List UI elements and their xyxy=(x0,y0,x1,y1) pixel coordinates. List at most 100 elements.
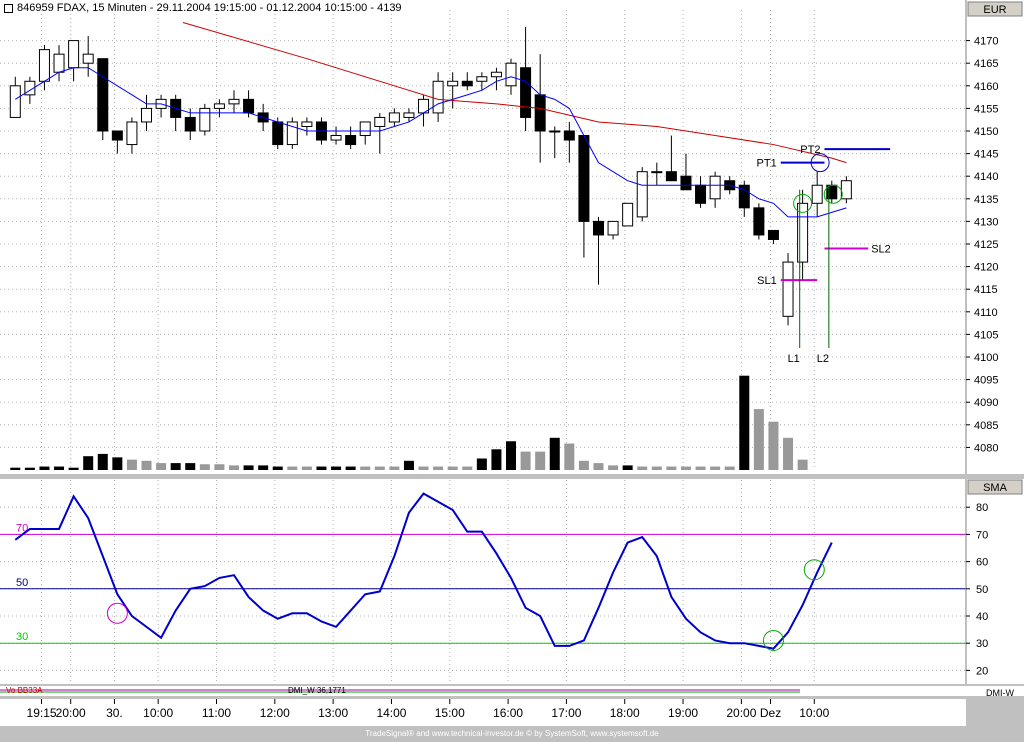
volume-bar xyxy=(564,443,575,470)
candle-down xyxy=(680,175,692,191)
time-tick-label: 10:00 xyxy=(799,706,829,720)
price-axis: EUR 4080 4085 4090 4095 4100 4105 4110 4115 4120… xyxy=(965,0,1024,474)
volume-bar xyxy=(433,466,444,470)
price-tick-label: 4125 xyxy=(974,239,998,251)
price-pane: PT2 PT1 SL1 SL2 L1 L2 xyxy=(0,10,966,470)
candle-down xyxy=(738,184,750,209)
volume-bar xyxy=(418,466,429,470)
candle-down xyxy=(97,58,109,132)
price-tick-label: 4155 xyxy=(974,103,998,115)
sma-long-line xyxy=(182,22,847,164)
indicator-circle-marker xyxy=(106,602,128,624)
header-symbol: 846959 xyxy=(17,2,54,14)
volume-bar xyxy=(258,465,269,470)
volume-bar xyxy=(593,463,604,470)
volume-bar xyxy=(214,464,225,470)
price-tick-label: 4160 xyxy=(974,81,998,93)
entry-label-l1: L1 xyxy=(788,353,800,365)
volume-bar xyxy=(651,466,662,470)
candle-down xyxy=(243,98,255,114)
candle-down xyxy=(695,184,707,204)
candle-up xyxy=(213,103,225,109)
candle-up xyxy=(651,171,663,174)
volume-bar xyxy=(680,466,691,470)
indicator-tick-label: 80 xyxy=(976,502,988,514)
trade-annotations: PT2 PT1 SL1 SL2 L1 L2 xyxy=(757,144,891,365)
level-label-pt1: PT1 xyxy=(757,158,777,170)
time-tick-label: 15:00 xyxy=(435,706,465,720)
volume-bar xyxy=(10,467,21,470)
candle-up xyxy=(549,130,561,133)
indicator-circle-marker xyxy=(762,629,784,651)
volume-bar xyxy=(476,458,487,470)
indicator-circle-marker xyxy=(803,559,825,581)
price-tick-label: 4140 xyxy=(974,171,998,183)
indicator-tick-label: 70 xyxy=(976,529,988,541)
candle-up xyxy=(388,112,400,123)
candle-up xyxy=(330,135,342,141)
price-circle-marker xyxy=(793,193,813,213)
volume-bar xyxy=(228,465,239,470)
price-tick-label: 4100 xyxy=(974,352,998,364)
time-tick-label: 20:00 xyxy=(56,706,86,720)
candle-up xyxy=(622,202,634,227)
volume-bar xyxy=(462,466,473,470)
volume-bar xyxy=(549,437,560,470)
currency-box xyxy=(967,1,1023,17)
volume-bar xyxy=(83,456,94,470)
candle-up xyxy=(636,171,648,218)
candles xyxy=(9,27,852,326)
volume-bar xyxy=(316,466,327,470)
volume-bar xyxy=(54,466,65,470)
pane-divider xyxy=(0,474,1024,479)
indicator-tick-label: 50 xyxy=(976,584,988,596)
volume-bar xyxy=(39,466,50,470)
time-tick-label: 20:00 xyxy=(726,706,756,720)
header-instrument: FDAX xyxy=(56,2,87,14)
candle-up xyxy=(403,112,415,118)
volume-bar xyxy=(185,463,196,470)
chart-header: 846959 FDAX, 15 Minuten - 29.11.2004 19:… xyxy=(4,2,402,14)
volume-bar xyxy=(301,466,312,470)
time-tick-label: 19:00 xyxy=(668,706,698,720)
time-tick-label: 17:00 xyxy=(551,706,581,720)
indicator-line xyxy=(14,492,833,650)
currency-label: EUR xyxy=(983,4,1006,16)
candle-down xyxy=(520,67,532,118)
candle-up xyxy=(490,71,502,78)
price-tick-label: 4130 xyxy=(974,216,998,228)
volume-bars xyxy=(10,375,808,470)
candle-up xyxy=(782,261,794,317)
legend-strip-left: Vo BB33A xyxy=(6,686,43,695)
volume-bar xyxy=(695,466,706,470)
volume-bar xyxy=(156,463,167,470)
indicator-label: SMA xyxy=(983,482,1008,494)
candle-down xyxy=(578,135,590,222)
candle-down xyxy=(345,135,357,146)
price-tick-label: 4105 xyxy=(974,329,998,341)
volume-bar xyxy=(520,451,531,470)
price-tick-label: 4135 xyxy=(974,194,998,206)
candle-up xyxy=(505,62,517,87)
volume-bar xyxy=(608,465,619,470)
time-axis xyxy=(0,699,966,726)
time-tick-label: 30. xyxy=(106,706,123,720)
candle-down xyxy=(753,207,765,236)
price-tick-label: 4095 xyxy=(974,375,998,387)
candle-up xyxy=(301,121,313,127)
window-icon xyxy=(4,3,13,13)
legend-strip-right: DMI-W xyxy=(986,688,1014,698)
candle-down xyxy=(534,94,546,132)
time-tick-label: 11:00 xyxy=(202,706,231,720)
level-label-sl1: SL1 xyxy=(757,275,777,287)
volume-bar xyxy=(360,466,371,470)
level-50-label: 50 xyxy=(16,577,28,589)
indicator-pane-background xyxy=(0,479,966,684)
time-tick-label: 18:00 xyxy=(610,706,640,720)
volume-bar xyxy=(97,453,108,470)
price-ticks: 4080 4085 4090 4095 4100 4105 4110 4115 4120 4125… xyxy=(966,36,998,454)
legend-strip-divider xyxy=(0,684,1024,686)
footer: TradeSignal® and www.technical-investor.… xyxy=(0,726,1024,742)
candle-up xyxy=(9,85,21,118)
